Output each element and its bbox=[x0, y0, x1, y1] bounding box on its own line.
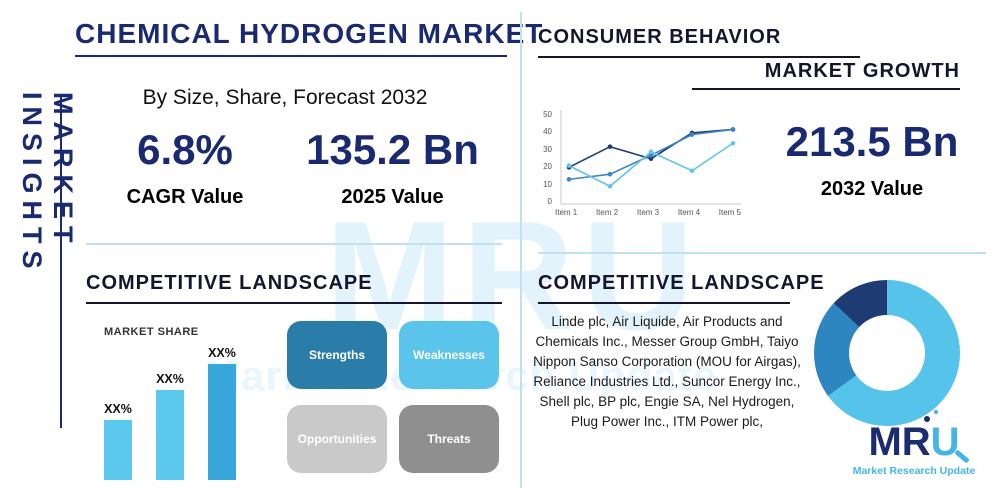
left-divider bbox=[86, 243, 502, 245]
y-tick: 30 bbox=[543, 144, 552, 154]
heading-competitive-landscape-left: COMPETITIVE LANDSCAPE bbox=[86, 272, 373, 294]
bar-item-3: XX% bbox=[208, 346, 236, 480]
stat-2025-label: 2025 Value bbox=[341, 186, 444, 209]
company-list: Linde plc, Air Liquide, Air Products and… bbox=[533, 314, 801, 429]
line-chart: 50 40 30 20 10 0 Item 1 Item 2 Item 3 Item 4 Item… bbox=[536, 110, 741, 217]
y-tick: 10 bbox=[543, 179, 552, 189]
bar bbox=[156, 390, 184, 480]
stat-cagr-value: 6.8% bbox=[137, 126, 233, 173]
y-tick: 0 bbox=[547, 196, 552, 206]
x-tick: Item 5 bbox=[718, 208, 741, 217]
vertical-title-rule bbox=[60, 94, 62, 428]
line-chart-y-axis: 50 40 30 20 10 0 bbox=[536, 110, 555, 206]
line-chart-plot: Item 1 Item 2 Item 3 Item 4 Item 5 bbox=[555, 110, 741, 217]
swot-opportunities: Opportunities bbox=[287, 405, 387, 473]
bar-chart-title: MARKET SHARE bbox=[104, 326, 199, 338]
x-tick: Item 4 bbox=[677, 208, 701, 217]
mru-logo: MRU Market Research Update bbox=[836, 410, 992, 477]
donut-hole bbox=[849, 315, 925, 391]
swot-grid: Strengths Weaknesses Opportunities Threats bbox=[287, 321, 499, 473]
stat-cagr: 6.8% CAGR Value bbox=[100, 126, 270, 209]
right-divider bbox=[538, 252, 986, 254]
growth-underline bbox=[692, 88, 960, 90]
stat-2025-value: 135.2 Bn bbox=[306, 126, 479, 173]
cl-left-underline bbox=[86, 302, 502, 304]
bar-value-label: XX% bbox=[104, 402, 132, 416]
y-tick: 50 bbox=[543, 110, 552, 119]
donut-chart bbox=[814, 280, 960, 426]
cl-right-underline bbox=[538, 302, 790, 304]
heading-competitive-landscape-right: COMPETITIVE LANDSCAPE bbox=[538, 272, 825, 294]
stat-cagr-label: CAGR Value bbox=[126, 186, 244, 209]
stat-2032-value: 213.5 Bn bbox=[785, 118, 959, 165]
bar-item-2: XX% bbox=[156, 372, 184, 480]
bar bbox=[208, 364, 236, 480]
mru-logo-text: MRU bbox=[868, 410, 970, 464]
swot-threats: Threats bbox=[399, 405, 499, 473]
center-divider bbox=[520, 12, 522, 488]
stat-2032: 213.5 Bn 2032 Value bbox=[772, 118, 972, 201]
bar-value-label: XX% bbox=[208, 346, 236, 360]
swot-weaknesses: Weaknesses bbox=[399, 321, 499, 389]
bar-chart: XX% XX% XX% bbox=[104, 344, 236, 480]
page-subtitle: By Size, Share, Forecast 2032 bbox=[142, 86, 428, 109]
consumer-underline bbox=[538, 56, 860, 58]
watermark-logo: MRU bbox=[325, 189, 702, 362]
logo-dot-navy bbox=[923, 416, 930, 422]
bar-value-label: XX% bbox=[156, 372, 184, 386]
title-underline bbox=[75, 55, 507, 57]
swot-strengths: Strengths bbox=[287, 321, 387, 389]
mru-logo-subtext: Market Research Update bbox=[852, 465, 976, 477]
y-tick: 40 bbox=[543, 127, 552, 137]
x-tick: Item 3 bbox=[636, 208, 660, 217]
bar bbox=[104, 420, 132, 480]
x-tick: Item 1 bbox=[555, 208, 578, 217]
page-title: CHEMICAL HYDROGEN MARKET bbox=[75, 18, 544, 49]
x-tick: Item 2 bbox=[595, 208, 619, 217]
logo-mr: MR bbox=[868, 420, 931, 464]
stat-2025: 135.2 Bn 2025 Value bbox=[295, 126, 490, 209]
heading-market-growth: MARKET GROWTH bbox=[764, 60, 960, 82]
bar-item-1: XX% bbox=[104, 402, 132, 480]
y-tick: 20 bbox=[543, 162, 552, 172]
heading-consumer-behavior: CONSUMER BEHAVIOR bbox=[538, 26, 782, 48]
stat-2032-label: 2032 Value bbox=[820, 178, 924, 201]
line-chart-svg bbox=[560, 110, 741, 205]
vertical-title: MARKET INSIGHTS bbox=[17, 92, 78, 276]
logo-u: U bbox=[930, 420, 960, 464]
logo-dot-cyan bbox=[933, 410, 938, 414]
line-chart-x-axis: Item 1 Item 2 Item 3 Item 4 Item 5 bbox=[555, 208, 741, 217]
